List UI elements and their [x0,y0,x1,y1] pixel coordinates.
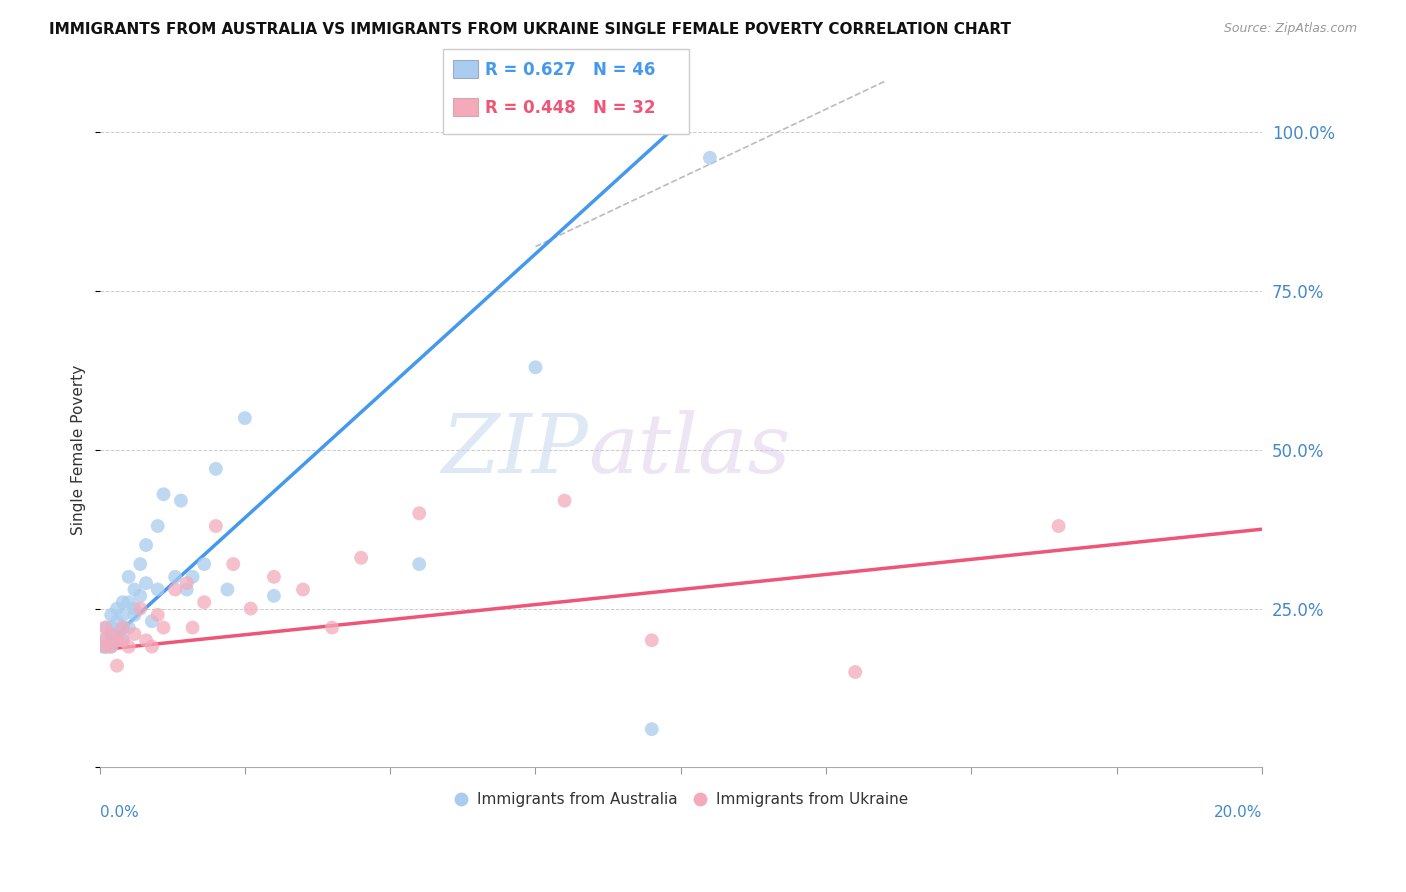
Point [217,582,239,597]
Point [94,621,117,635]
Point [181,570,204,584]
Point [94,640,117,654]
Point [204,519,226,533]
Point [91,633,114,648]
Point [111,633,134,648]
Point [111,621,134,635]
Point [100,627,122,641]
Point [105,627,128,641]
Point [524,360,547,375]
Point [135,633,157,648]
Point [135,576,157,591]
Point [100,640,122,654]
Point [100,607,122,622]
Point [263,570,285,584]
Point [263,589,285,603]
Point [105,601,128,615]
Point [554,493,576,508]
Point [408,506,430,520]
Point [176,576,198,591]
Point [641,633,664,648]
Point [233,411,256,425]
Point [146,582,169,597]
Point [193,595,215,609]
Point [222,557,245,571]
Point [699,151,721,165]
Point [141,614,163,628]
Point [408,557,430,571]
Text: R = 0.627   N = 46: R = 0.627 N = 46 [485,61,655,78]
Point [129,601,152,615]
Point [100,627,122,641]
Point [105,614,128,628]
Point [105,633,128,648]
Point [176,582,198,597]
Point [94,640,117,654]
Point [844,665,866,679]
Point [117,621,139,635]
Point [146,607,169,622]
Point [111,595,134,609]
Point [152,621,174,635]
Y-axis label: Single Female Poverty: Single Female Poverty [72,365,86,535]
Point [165,582,187,597]
Point [124,601,146,615]
Text: Source: ZipAtlas.com: Source: ZipAtlas.com [1223,22,1357,36]
Point [292,582,315,597]
Point [1047,519,1070,533]
Point [94,633,117,648]
Point [181,621,204,635]
Text: 20.0%: 20.0% [1213,805,1263,821]
Point [105,658,128,673]
Point [94,621,117,635]
Point [141,640,163,654]
Point [97,640,120,654]
Point [204,462,226,476]
Point [105,633,128,648]
Point [152,487,174,501]
Point [100,621,122,635]
Text: 0.0%: 0.0% [100,805,138,821]
Point [135,538,157,552]
Point [321,621,343,635]
Text: R = 0.448   N = 32: R = 0.448 N = 32 [485,99,655,117]
Point [117,570,139,584]
Point [100,633,122,648]
Point [124,582,146,597]
Point [129,589,152,603]
Text: atlas: atlas [588,409,790,490]
Point [111,621,134,635]
Point [117,640,139,654]
Point [117,595,139,609]
Point [100,640,122,654]
Point [129,557,152,571]
Point [239,601,262,615]
Text: ZIP: ZIP [441,409,588,490]
Point [165,570,187,584]
Text: IMMIGRANTS FROM AUSTRALIA VS IMMIGRANTS FROM UKRAINE SINGLE FEMALE POVERTY CORRE: IMMIGRANTS FROM AUSTRALIA VS IMMIGRANTS … [49,22,1011,37]
Point [91,640,114,654]
Point [146,519,169,533]
Point [94,640,117,654]
Point [124,627,146,641]
Point [350,550,373,565]
Point [124,607,146,622]
Point [641,722,664,736]
Point [111,633,134,648]
Point [193,557,215,571]
Point [111,607,134,622]
Legend: Immigrants from Australia, Immigrants from Ukraine: Immigrants from Australia, Immigrants fr… [447,787,914,814]
Point [170,493,193,508]
